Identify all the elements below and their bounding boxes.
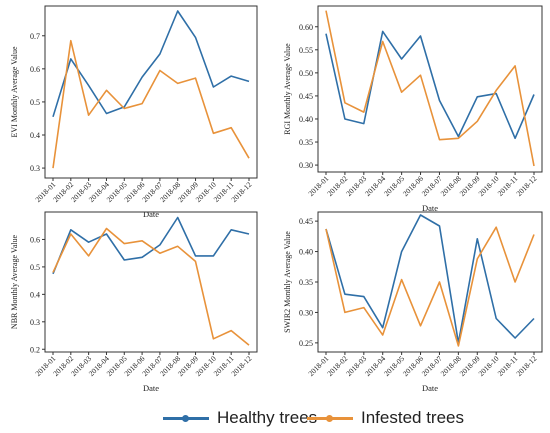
y-axis-label-rgi: RGI Monthly Average Value (283, 43, 292, 135)
y-axis-label-evi: EVI Monthly Average Value (10, 46, 19, 137)
y-tick-label-nbr: 0.6 (30, 235, 40, 244)
y-tick-label-swir2: 0.45 (299, 217, 313, 226)
y-tick-label-rgi: 0.60 (299, 23, 313, 32)
legend-infested-label: Infested trees (361, 408, 465, 427)
x-axis-label-evi: Date (143, 209, 159, 219)
y-tick-label-evi: 0.3 (30, 164, 40, 173)
x-tick-label-swir2: 2018-10 (477, 354, 501, 378)
series-line-healthy-nbr (52, 216, 250, 275)
legend-healthy-label: Healthy trees (217, 408, 318, 427)
y-tick-label-rgi: 0.45 (299, 92, 313, 101)
series-line-infested-evi (52, 39, 250, 169)
legend-item-infested: Infested trees (307, 406, 464, 430)
y-tick-label-evi: 0.5 (30, 98, 40, 107)
y-tick-label-evi: 0.4 (30, 131, 40, 140)
x-tick-label-rgi: 2018-12 (514, 174, 538, 198)
y-tick-label-rgi: 0.50 (299, 69, 313, 78)
y-tick-label-rgi: 0.55 (299, 46, 313, 55)
x-tick-label-swir2: 2018-12 (514, 354, 538, 378)
y-tick-label-rgi: 0.40 (299, 115, 313, 124)
series-line-healthy-evi (52, 10, 250, 118)
y-axis-label-swir2: SWIR2 Monthly Average Value (283, 231, 292, 333)
series-line-infested-nbr (52, 227, 250, 346)
x-axis-label-nbr: Date (143, 383, 159, 393)
plot-frame-nbr (44, 211, 258, 353)
series-line-healthy-rgi (325, 30, 535, 140)
y-axis-label-nbr: NBR Monthly Average Value (10, 234, 19, 329)
y-tick-label-rgi: 0.35 (299, 138, 313, 147)
y-tick-label-rgi: 0.30 (299, 161, 313, 170)
chart-panel-rgi: 0.300.350.400.450.500.550.602018-012018-… (283, 5, 543, 213)
y-tick-label-swir2: 0.25 (299, 339, 313, 348)
plot-frame-evi (44, 5, 258, 179)
y-tick-label-evi: 0.7 (30, 32, 40, 41)
chart-panel-nbr: 0.20.30.40.50.62018-012018-022018-032018… (10, 211, 258, 393)
y-tick-label-swir2: 0.35 (299, 278, 313, 287)
legend-infested-line-icon (307, 414, 353, 422)
y-tick-label-evi: 0.6 (30, 65, 40, 74)
y-tick-label-nbr: 0.2 (30, 345, 40, 354)
plot-frame-rgi (317, 5, 543, 173)
legend-infested-marker-icon (326, 414, 333, 422)
y-tick-label-nbr: 0.4 (30, 290, 40, 299)
legend-item-healthy: Healthy trees (163, 406, 317, 430)
series-line-infested-swir2 (325, 226, 535, 347)
y-tick-label-nbr: 0.3 (30, 318, 40, 327)
y-tick-label-swir2: 0.30 (299, 308, 313, 317)
x-axis-label-swir2: Date (422, 383, 438, 393)
x-tick-label-evi: 2018-12 (229, 180, 253, 204)
chart-panel-evi: 0.30.40.50.60.72018-012018-022018-032018… (10, 5, 258, 219)
legend-healthy-line-icon (163, 414, 209, 422)
chart-panel-swir2: 0.250.300.350.400.452018-012018-022018-0… (283, 211, 543, 393)
x-tick-label-rgi: 2018-10 (477, 174, 501, 198)
legend-healthy-marker-icon (182, 414, 189, 422)
x-tick-label-nbr: 2018-12 (229, 354, 253, 378)
series-line-infested-rgi (325, 10, 535, 167)
y-tick-label-nbr: 0.5 (30, 263, 40, 272)
legend: Healthy trees Infested trees (0, 406, 550, 430)
y-tick-label-swir2: 0.40 (299, 248, 313, 257)
series-line-healthy-swir2 (325, 214, 535, 344)
x-axis-label-rgi: Date (422, 203, 438, 213)
